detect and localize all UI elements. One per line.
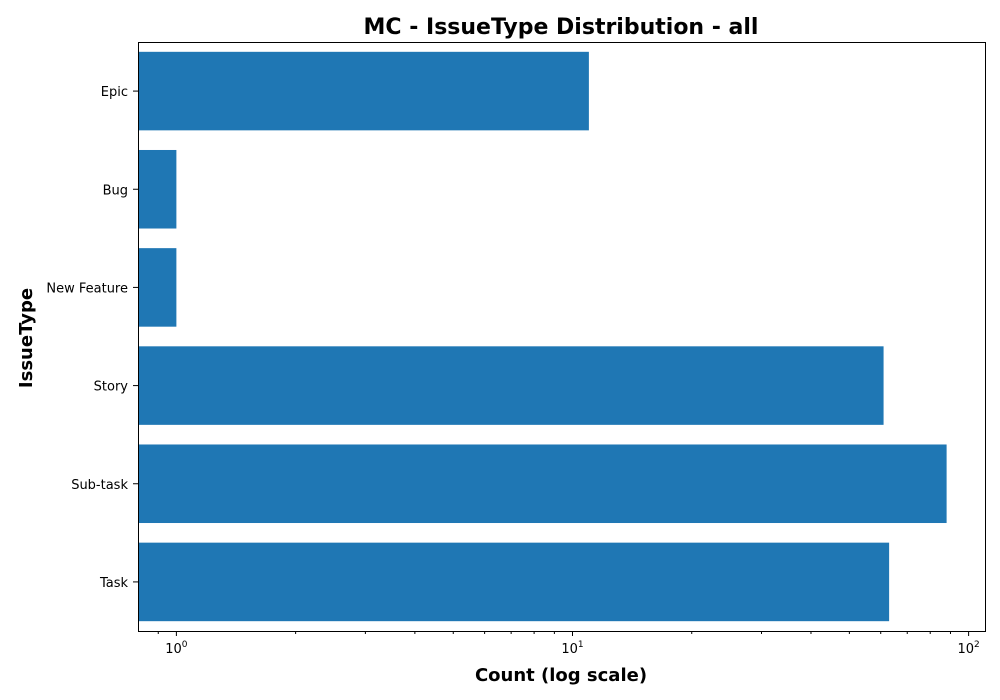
bar-bug	[138, 149, 177, 229]
y-axis-label: IssueType	[16, 288, 37, 388]
x-axis-ticks: 100 101 102	[157, 631, 980, 657]
y-tick-label: New Feature	[46, 281, 128, 296]
y-tick-label: Story	[94, 380, 129, 395]
x-tick-label: 101	[561, 640, 583, 657]
bar-sub-task	[138, 444, 947, 524]
bar-epic	[138, 51, 589, 131]
y-tick-label: Bug	[103, 183, 128, 198]
y-tick-label: Epic	[101, 85, 128, 100]
bars-group	[138, 51, 947, 622]
y-tick-label: Sub-task	[71, 478, 128, 493]
x-tick-label: 100	[165, 640, 188, 657]
chart-title: MC - IssueType Distribution - all	[364, 15, 759, 40]
y-tick-label: Task	[99, 576, 129, 591]
bar-new-feature	[138, 248, 177, 327]
bar-task	[138, 542, 890, 622]
plot-area-frame	[138, 42, 986, 632]
y-axis-ticks: Epic Bug New Feature Story Sub-task Task	[46, 85, 138, 591]
x-tick-label: 102	[957, 640, 979, 657]
x-axis-label: Count (log scale)	[475, 665, 647, 686]
bar-story	[138, 346, 884, 425]
